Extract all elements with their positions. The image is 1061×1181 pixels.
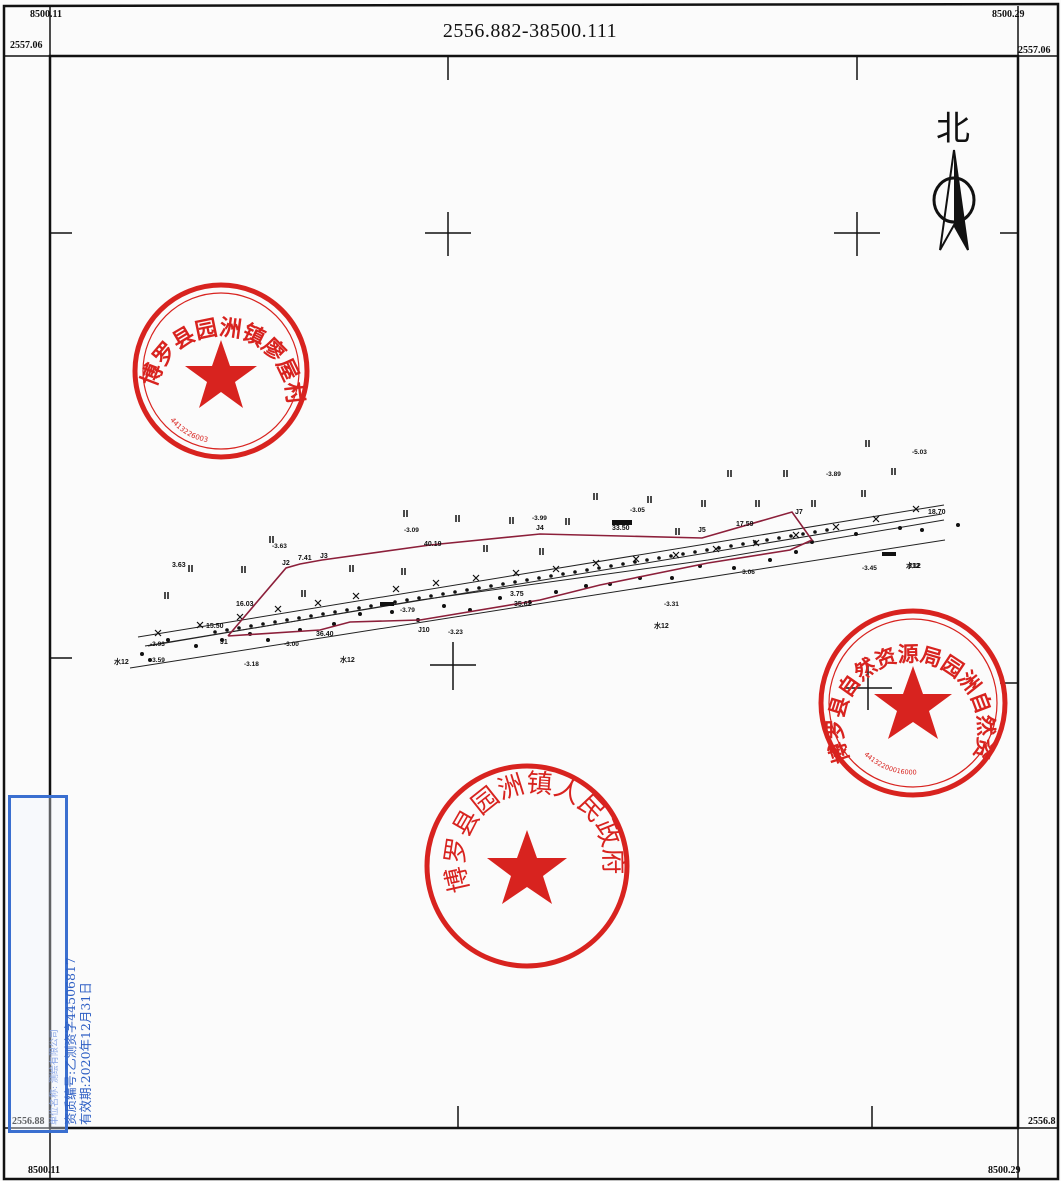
svg-text:-5.03: -5.03 — [912, 449, 927, 456]
land-bureau-stamp: 博罗县自然资源局园洲自然资源所 44132200016000 — [0, 0, 1008, 798]
svg-text:4413226003: 4413226003 — [168, 416, 208, 444]
corner-top-right-y: 2557.06 — [1018, 45, 1051, 56]
corner-top-left-x: 8500.11 — [30, 9, 62, 20]
north-arrow: 北 — [932, 109, 976, 251]
parcel-boundary — [227, 511, 814, 637]
certificate-validity-line: 有效期:2020年12月31日 — [78, 982, 93, 1125]
corner-bottom-right-y: 2556.8 — [1028, 1116, 1056, 1127]
corner-bottom-left-x: 8500.11 — [28, 1165, 60, 1176]
corner-bottom-left-y: 2556.88 — [12, 1116, 45, 1127]
svg-text:水12: 水12 — [340, 655, 355, 664]
svg-text:博罗县园洲镇廖屋村下廖股份经济合作社: 博罗县园洲镇廖屋村下廖股份经济合作社 — [0, 0, 308, 406]
svg-text:-3.23: -3.23 — [448, 629, 463, 636]
svg-text:36.40: 36.40 — [316, 631, 334, 638]
elevation-labels: -3.63 -5.03 -3.09 -3.05 -3.99 -3.89 -3.9… — [150, 449, 927, 668]
svg-text:水12: 水12 — [654, 621, 669, 630]
village-coop-stamp: 博罗县园洲镇廖屋村下廖股份经济合作社 4413226003 — [0, 0, 310, 460]
svg-text:-3.05: -3.05 — [630, 507, 645, 514]
svg-text:J3: J3 — [320, 553, 328, 560]
svg-text:-3.00: -3.00 — [284, 641, 299, 648]
svg-text:7.41: 7.41 — [298, 555, 312, 562]
channel-top-line — [137, 504, 945, 638]
certificate-company-line: 单位名称: 测绘有限公司 — [50, 1029, 60, 1125]
survey-point-labels: J2 J3 J4 J5 J7 J10 J1 J12 7.41 40.19 33.… — [172, 509, 946, 646]
svg-text:3.63: 3.63 — [172, 562, 186, 569]
svg-text:44132200016000: 44132200016000 — [863, 750, 917, 776]
svg-text:J5: J5 — [698, 527, 706, 534]
svg-text:15.50: 15.50 — [206, 623, 224, 630]
svg-text:40.19: 40.19 — [424, 541, 442, 548]
svg-text:17.59: 17.59 — [736, 521, 754, 528]
grid-crosses — [425, 212, 892, 710]
svg-text:J7: J7 — [795, 509, 803, 516]
building-blocks — [380, 520, 896, 606]
svg-text:水12: 水12 — [906, 561, 921, 570]
svg-text:J2: J2 — [282, 560, 290, 567]
svg-text:-3.79: -3.79 — [400, 607, 415, 614]
svg-text:水12: 水12 — [114, 657, 129, 666]
svg-text:J4: J4 — [536, 525, 544, 532]
svg-text:16.03: 16.03 — [236, 601, 254, 608]
svg-text:-3.18: -3.18 — [244, 661, 259, 668]
channel-bottom-line — [129, 539, 946, 669]
sheet-title: 2556.882-38500.111 — [442, 20, 618, 42]
svg-text:-3.31: -3.31 — [664, 601, 679, 608]
svg-text:J10: J10 — [418, 627, 430, 634]
svg-text:J1: J1 — [220, 639, 228, 646]
svg-text:-3.09: -3.09 — [404, 527, 419, 534]
svg-text:18.70: 18.70 — [928, 509, 946, 516]
dotted-centerline — [213, 528, 829, 634]
svg-text:3.75: 3.75 — [510, 591, 524, 598]
north-label: 北 — [936, 109, 970, 149]
svg-text:-3.06: -3.06 — [740, 569, 755, 576]
survey-dots — [140, 523, 960, 662]
channel-mid-line — [147, 519, 945, 647]
corner-bottom-right-x: 8500.29 — [988, 1165, 1021, 1176]
svg-text:-3.93: -3.93 — [150, 641, 165, 648]
svg-text:-3.89: -3.89 — [826, 471, 841, 478]
town-government-stamp: 博罗县园洲镇人民政府 — [424, 763, 630, 969]
surveyor-certificate-box — [8, 795, 68, 1133]
surveyor-certificate-text: 单位名称: 测绘有限公司 资质编号:乙测资字44506817 有效期:2020年… — [48, 795, 93, 1125]
svg-text:-3.99: -3.99 — [532, 515, 547, 522]
svg-text:J12: J12 — [908, 563, 920, 570]
svg-text:-3.45: -3.45 — [862, 565, 877, 572]
svg-text:33.50: 33.50 — [612, 525, 630, 532]
svg-text:35.62: 35.62 — [514, 601, 532, 608]
certificate-qualification-line: 资质编号:乙测资字44506817 — [63, 957, 78, 1125]
svg-text:-3.63: -3.63 — [272, 543, 287, 550]
building-labels: 水12 水12 水12 水12 — [114, 561, 921, 666]
corner-top-right-x: 8500.29 — [992, 9, 1025, 20]
svg-text:-3.59: -3.59 — [150, 657, 165, 664]
corner-top-left-y: 2557.06 — [10, 40, 43, 51]
grass-symbols — [164, 440, 896, 599]
